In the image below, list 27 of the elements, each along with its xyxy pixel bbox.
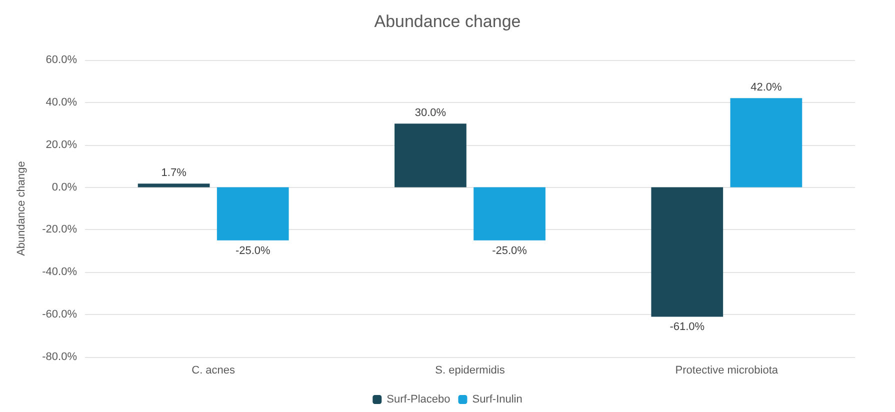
data-label: -25.0% [492, 244, 528, 257]
y-tick-label: 0.0% [52, 181, 78, 194]
data-label: 1.7% [161, 167, 187, 180]
data-label: -25.0% [235, 244, 271, 257]
y-axis-title: Abundance change [16, 161, 28, 256]
y-tick-label: 20.0% [46, 138, 78, 151]
legend-label: Surf-Placebo [386, 394, 450, 406]
data-label: 30.0% [414, 107, 446, 120]
y-tick-label: -80.0% [42, 351, 78, 363]
bar [138, 184, 210, 188]
bar [216, 187, 289, 240]
data-label: -61.0% [670, 321, 705, 334]
bar [394, 124, 466, 188]
bar [730, 98, 802, 188]
data-label: 42.0% [750, 82, 782, 94]
bar [651, 187, 724, 317]
y-tick-label: -20.0% [42, 224, 78, 236]
chart-title: Abundance change [374, 12, 521, 31]
bar [474, 187, 546, 240]
x-tick-label: C. acnes [192, 364, 236, 376]
y-tick-label: -60.0% [42, 308, 78, 321]
y-tick-label: 60.0% [46, 54, 78, 66]
y-tick-label: -40.0% [42, 266, 78, 278]
legend-label: Surf-Inulin [472, 394, 522, 406]
x-tick-label: S. epidermidis [435, 364, 506, 376]
x-tick-label: Protective microbiota [675, 364, 779, 376]
y-tick-label: 40.0% [46, 96, 78, 108]
